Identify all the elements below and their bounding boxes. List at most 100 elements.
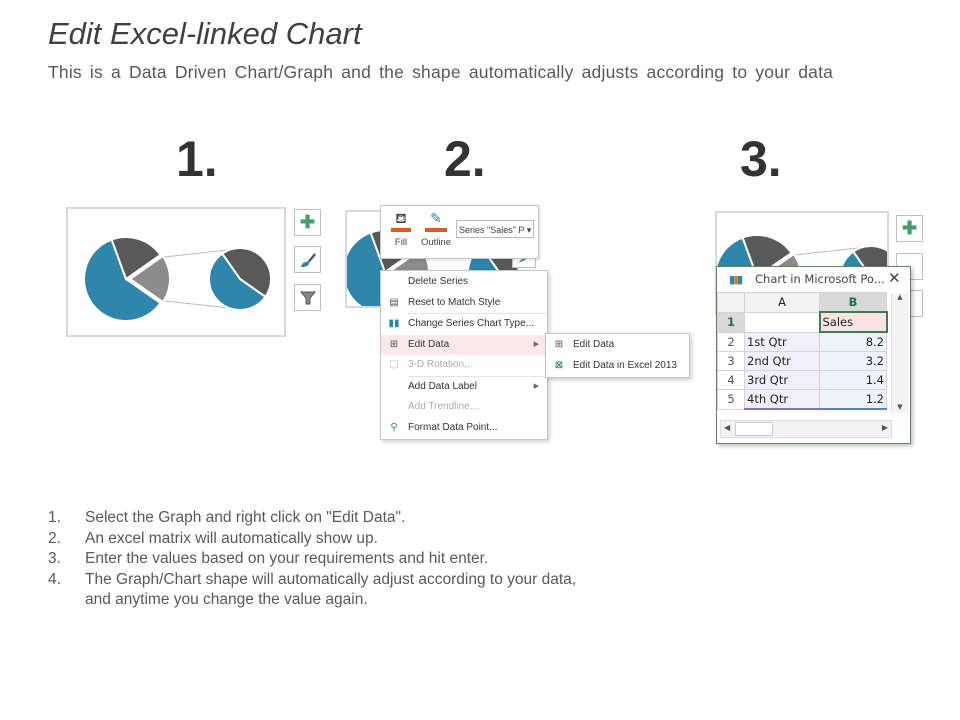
table-row: 2 1st Qtr 8.2 — [717, 331, 887, 352]
chart-icon: ▮▮▮ — [729, 273, 743, 286]
scroll-thumb[interactable] — [735, 422, 773, 436]
outline-button[interactable]: ✎ Outline — [419, 210, 453, 248]
table-row: 4 3rd Qtr 1.4 — [717, 370, 887, 390]
list-item: 4. The Graph/Chart shape will automatical… — [48, 570, 576, 591]
list-text: The Graph/Chart shape will automatically… — [85, 570, 577, 588]
select-all-corner[interactable] — [717, 292, 745, 313]
cell-a5[interactable]: 4th Qtr — [744, 389, 820, 410]
submenu-arrow-icon: ▶ — [533, 382, 539, 390]
list-number — [48, 590, 85, 611]
step-number-1: 1. — [176, 131, 218, 187]
fill-label: Fill — [394, 237, 408, 248]
submenu-item-edit-in-excel[interactable]: ⊠ Edit Data in Excel 2013 — [546, 356, 689, 377]
excel-icon: ⊠ — [554, 359, 564, 371]
menu-label: Reset to Match Style — [408, 296, 501, 308]
pie-slice[interactable] — [83, 238, 162, 322]
page-subtitle: This is a Data Driven Chart/Graph and th… — [48, 62, 834, 82]
context-menu: Delete Series ▤ Reset to Match Style ▮▮ Ch… — [380, 270, 548, 440]
pencil-icon: ✎ — [430, 210, 442, 226]
menu-item-format-data-point[interactable]: ⚲ Format Data Point... — [381, 418, 547, 439]
row-header[interactable]: 3 — [717, 351, 745, 371]
cell-a1[interactable] — [744, 311, 820, 333]
table-row: 1 Sales — [717, 311, 888, 333]
menu-label: Add Trendline... — [408, 401, 479, 412]
menu-label: 3-D Rotation... — [408, 359, 473, 370]
series-select[interactable]: Series "Sales" P ▾ — [456, 220, 534, 238]
chevron-down-icon: ▾ — [526, 225, 532, 235]
pie-slice[interactable] — [208, 252, 267, 311]
list-text: Select the Graph and right click on "Edi… — [85, 509, 406, 526]
row-header[interactable]: 5 — [717, 389, 745, 410]
page-title: Edit Excel-linked Chart — [48, 16, 362, 51]
cell-a2[interactable]: 1st Qtr — [744, 331, 820, 352]
menu-item-change-chart-type[interactable]: ▮▮ Change Series Chart Type... — [381, 314, 547, 335]
edit-data-icon: ⊞ — [554, 339, 564, 350]
row-header[interactable]: 2 — [717, 331, 745, 352]
chart-area-1[interactable] — [66, 207, 286, 337]
cell-b3[interactable]: 3.2 — [819, 351, 887, 371]
menu-label: Edit Data — [573, 339, 615, 350]
reset-style-icon: ▤ — [389, 296, 399, 308]
menu-label: Edit Data — [408, 338, 450, 350]
menu-label: Delete Series — [408, 276, 469, 287]
list-item: 3. Enter the values based on your require… — [48, 549, 576, 570]
pie-slice[interactable] — [220, 247, 272, 299]
list-text: and anytime you change the value again. — [85, 591, 368, 608]
excel-datasheet-window: ▮▮▮ Chart in Microsoft Po... ✕ A B 1 Sal… — [716, 266, 911, 444]
list-text: An excel matrix will automatically show … — [85, 529, 378, 547]
rotation-icon: ▢ — [389, 359, 399, 370]
outline-label: Outline — [420, 237, 452, 248]
series-select-value: Series "Sales" P — [459, 225, 525, 235]
table-row: 3 2nd Qtr 3.2 — [717, 351, 887, 371]
pie-slice[interactable] — [128, 254, 171, 304]
list-text: Enter the values based on your requireme… — [85, 550, 489, 567]
format-icon: ⚲ — [390, 421, 398, 433]
vertical-scrollbar[interactable]: ▲ ▼ — [891, 293, 908, 413]
spreadsheet-grid: A B 1 Sales 2 1st Qtr 8.2 3 2nd Qtr 3.2 … — [717, 292, 888, 410]
menu-label: Format Data Point... — [408, 421, 498, 433]
row-header[interactable]: 1 — [717, 311, 745, 333]
edit-data-submenu: ⊞ Edit Data ⊠ Edit Data in Excel 2013 — [545, 333, 690, 378]
menu-item-edit-data[interactable]: ⊞ Edit Data ▶ — [381, 334, 547, 355]
menu-item-add-trendline: Add Trendline... — [381, 397, 547, 418]
chart-type-icon: ▮▮ — [388, 318, 400, 329]
menu-item-add-data-label[interactable]: Add Data Label ▶ — [381, 377, 547, 398]
list-number: 2. — [48, 529, 61, 547]
list-number: 3. — [48, 550, 61, 567]
cell-a3[interactable]: 2nd Qtr — [744, 351, 820, 371]
table-row: 5 4th Qtr 1.2 — [717, 389, 887, 410]
fill-button[interactable]: ⛾ Fill — [387, 210, 415, 248]
column-header-a[interactable]: A — [744, 292, 820, 313]
menu-item-reset-style[interactable]: ▤ Reset to Match Style — [381, 293, 547, 314]
close-icon[interactable]: ✕ — [888, 269, 901, 287]
list-number: 1. — [48, 509, 61, 526]
filter-icon[interactable] — [294, 284, 321, 311]
pie-slice[interactable] — [110, 236, 162, 281]
cell-b1[interactable]: Sales — [818, 311, 888, 333]
list-item: 1. Select the Graph and right click on "E… — [48, 508, 576, 529]
window-titlebar: ▮▮▮ Chart in Microsoft Po... ✕ — [717, 267, 910, 291]
menu-item-delete-series[interactable]: Delete Series — [381, 272, 547, 293]
horizontal-scrollbar[interactable]: ◀ ▶ — [720, 420, 892, 438]
menu-label: Edit Data in Excel 2013 — [573, 359, 677, 371]
pie-of-pie-chart[interactable] — [68, 209, 284, 335]
edit-data-icon: ⊞ — [389, 338, 399, 350]
instructions-list: 1. Select the Graph and right click on "E… — [48, 508, 576, 611]
step-number-2: 2. — [444, 131, 486, 187]
row-header[interactable]: 4 — [717, 370, 745, 390]
menu-label: Change Series Chart Type... — [408, 318, 534, 329]
plus-icon[interactable]: ✚ — [896, 215, 923, 242]
cell-b5[interactable]: 1.2 — [819, 389, 887, 410]
plus-icon[interactable]: ✚ — [294, 209, 321, 236]
menu-label: Add Data Label — [408, 380, 477, 392]
cell-b4[interactable]: 1.4 — [819, 370, 887, 390]
submenu-arrow-icon: ▶ — [533, 340, 539, 348]
mini-toolbar: ⛾ Fill ✎ Outline Series "Sales" P ▾ — [380, 205, 539, 259]
column-header-b[interactable]: B — [819, 292, 887, 313]
cell-a4[interactable]: 3rd Qtr — [744, 370, 820, 390]
list-number: 4. — [48, 570, 61, 588]
brush-icon[interactable] — [294, 246, 321, 273]
cell-b2[interactable]: 8.2 — [819, 331, 887, 352]
submenu-item-edit-data[interactable]: ⊞ Edit Data — [546, 335, 689, 356]
